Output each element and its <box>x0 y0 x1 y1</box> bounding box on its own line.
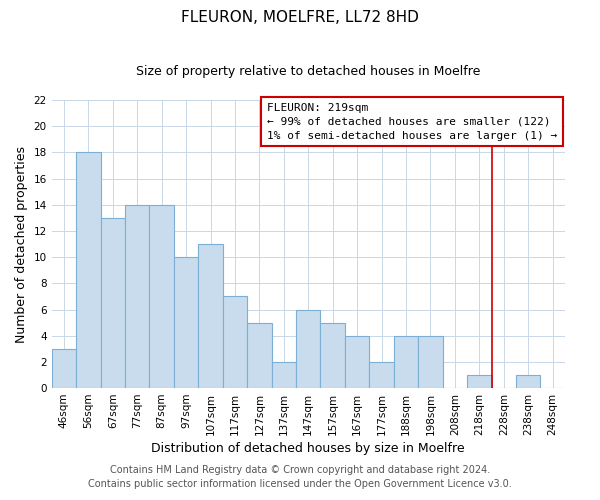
Bar <box>320 322 345 388</box>
Text: Contains HM Land Registry data © Crown copyright and database right 2024.
Contai: Contains HM Land Registry data © Crown c… <box>88 465 512 489</box>
Bar <box>101 218 125 388</box>
Text: FLEURON, MOELFRE, LL72 8HD: FLEURON, MOELFRE, LL72 8HD <box>181 10 419 25</box>
Bar <box>418 336 443 388</box>
Title: Size of property relative to detached houses in Moelfre: Size of property relative to detached ho… <box>136 65 481 78</box>
Bar <box>370 362 394 388</box>
Bar <box>516 375 541 388</box>
Y-axis label: Number of detached properties: Number of detached properties <box>15 146 28 342</box>
Bar <box>76 152 101 388</box>
Bar <box>394 336 418 388</box>
Bar <box>272 362 296 388</box>
Bar <box>199 244 223 388</box>
Bar <box>223 296 247 388</box>
Bar <box>247 322 272 388</box>
Bar <box>52 349 76 388</box>
Bar <box>125 205 149 388</box>
Bar <box>149 205 174 388</box>
X-axis label: Distribution of detached houses by size in Moelfre: Distribution of detached houses by size … <box>151 442 465 455</box>
Bar <box>174 257 199 388</box>
Bar <box>467 375 491 388</box>
Text: FLEURON: 219sqm
← 99% of detached houses are smaller (122)
1% of semi-detached h: FLEURON: 219sqm ← 99% of detached houses… <box>267 102 557 141</box>
Bar <box>296 310 320 388</box>
Bar <box>345 336 370 388</box>
